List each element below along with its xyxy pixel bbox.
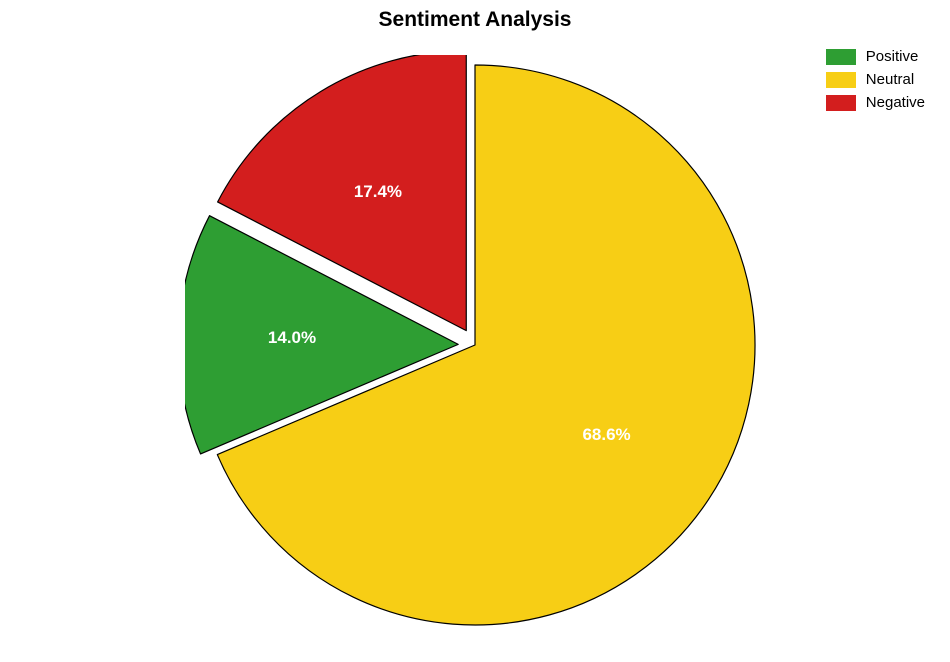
legend-label-negative: Negative: [866, 94, 925, 111]
legend-swatch-neutral: [826, 72, 856, 88]
sentiment-pie-chart: Sentiment Analysis 68.6% 14.0% 17.4% Posit…: [0, 0, 950, 662]
chart-title: Sentiment Analysis: [0, 8, 950, 32]
slice-label-positive: 14.0%: [268, 328, 316, 348]
legend-swatch-negative: [826, 95, 856, 111]
slice-label-negative: 17.4%: [354, 182, 402, 202]
legend-item-positive: Positive: [826, 48, 925, 65]
legend-label-positive: Positive: [866, 48, 919, 65]
legend-swatch-positive: [826, 49, 856, 65]
legend-item-negative: Negative: [826, 94, 925, 111]
chart-legend: Positive Neutral Negative: [826, 48, 925, 111]
pie-area: 68.6% 14.0% 17.4%: [185, 55, 765, 635]
legend-label-neutral: Neutral: [866, 71, 914, 88]
slice-label-neutral: 68.6%: [582, 425, 630, 445]
legend-item-neutral: Neutral: [826, 71, 925, 88]
